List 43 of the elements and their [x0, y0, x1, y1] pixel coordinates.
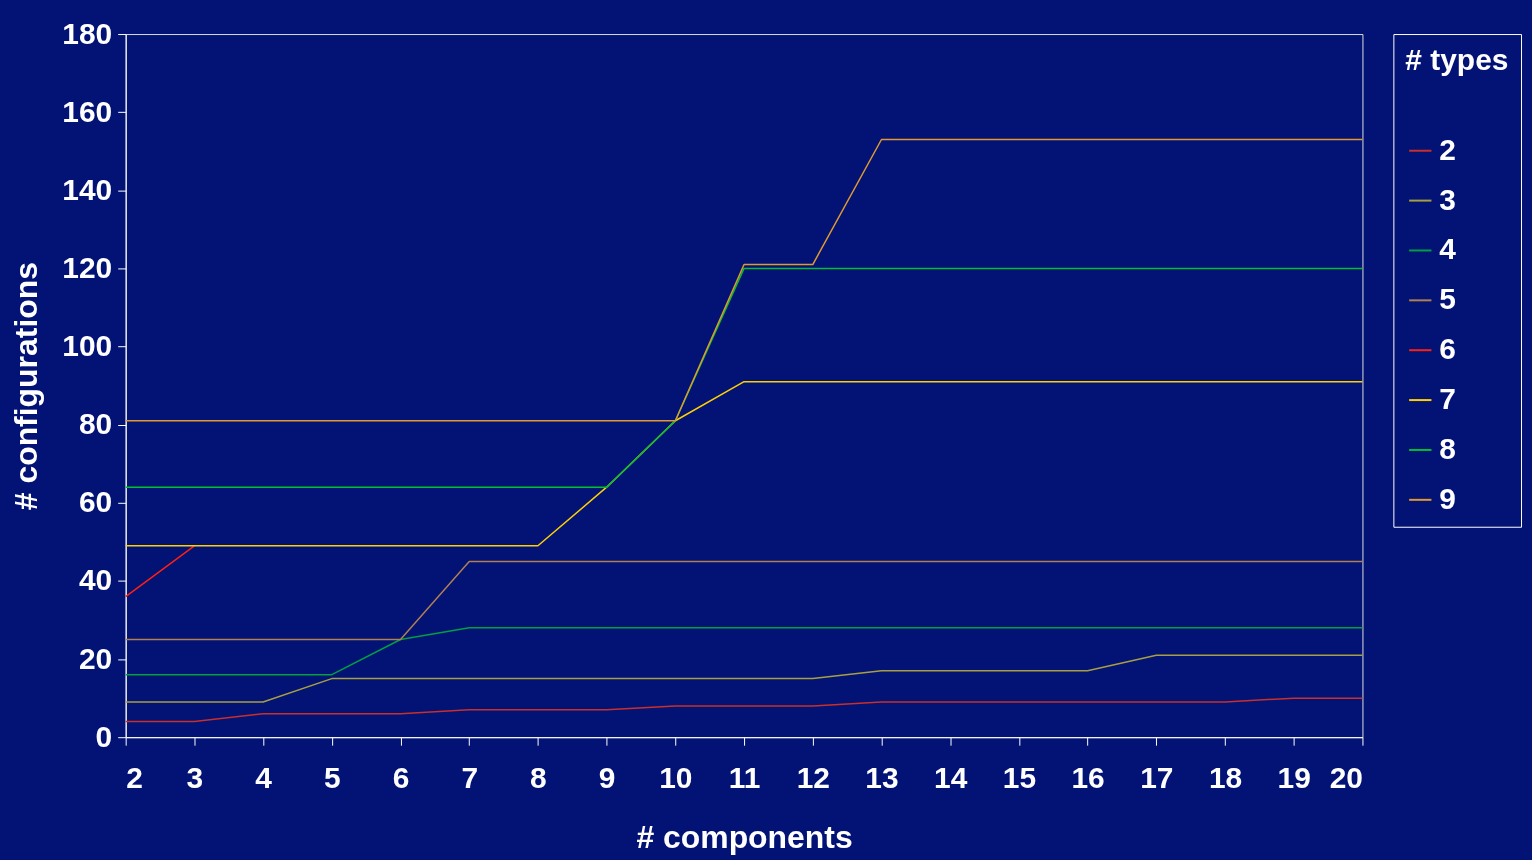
x-tick-label: 10 [659, 760, 693, 794]
y-tick-label: 100 [62, 329, 113, 363]
y-tick-label: 160 [62, 94, 113, 128]
x-tick-label: 17 [1140, 760, 1174, 794]
x-tick-label: 9 [598, 760, 616, 794]
x-tick-label: 8 [530, 760, 547, 794]
legend-label: 3 [1439, 182, 1456, 216]
legend-label: 7 [1439, 382, 1456, 416]
x-tick-label: 6 [392, 760, 410, 794]
legend-label: 4 [1439, 232, 1457, 266]
y-tick-label: 80 [78, 407, 113, 441]
y-tick-label: 180 [62, 16, 113, 50]
legend-title: # types [1405, 42, 1509, 76]
legend-label: 5 [1439, 282, 1456, 316]
x-tick-label: 7 [461, 760, 479, 794]
x-tick-label: 14 [934, 760, 968, 794]
legend-label: 6 [1439, 332, 1456, 366]
x-tick-label: 18 [1208, 760, 1243, 794]
x-tick-label: 19 [1277, 760, 1311, 794]
x-tick-label: 16 [1071, 760, 1105, 794]
x-tick-label: 3 [186, 760, 204, 794]
y-tick-label: 20 [78, 641, 113, 675]
line-series [124, 380, 1364, 547]
x-tick-label: 5 [323, 760, 341, 794]
legend-label: 8 [1439, 431, 1456, 465]
y-axis-title: # configurations [8, 262, 45, 511]
y-tick-label: 140 [62, 172, 113, 206]
y-tick-label: 60 [78, 485, 113, 519]
x-tick-label: 2 [126, 760, 143, 794]
x-tick-label: 13 [865, 760, 899, 794]
x-tick-label: 4 [255, 760, 273, 794]
x-axis-title: # components [636, 819, 853, 856]
legend-label: 9 [1439, 481, 1456, 515]
x-tick-label: 12 [796, 760, 830, 794]
y-tick-label: 120 [62, 250, 113, 284]
x-tick-label: 15 [1002, 760, 1037, 794]
line-series [124, 654, 1364, 703]
y-tick-label: 0 [95, 719, 113, 753]
x-tick-label: 20 [1329, 760, 1363, 794]
x-tick-label: 11 [728, 760, 761, 794]
line-series [124, 697, 1364, 723]
legend-label: 2 [1439, 132, 1456, 166]
y-tick-label: 40 [78, 563, 113, 597]
